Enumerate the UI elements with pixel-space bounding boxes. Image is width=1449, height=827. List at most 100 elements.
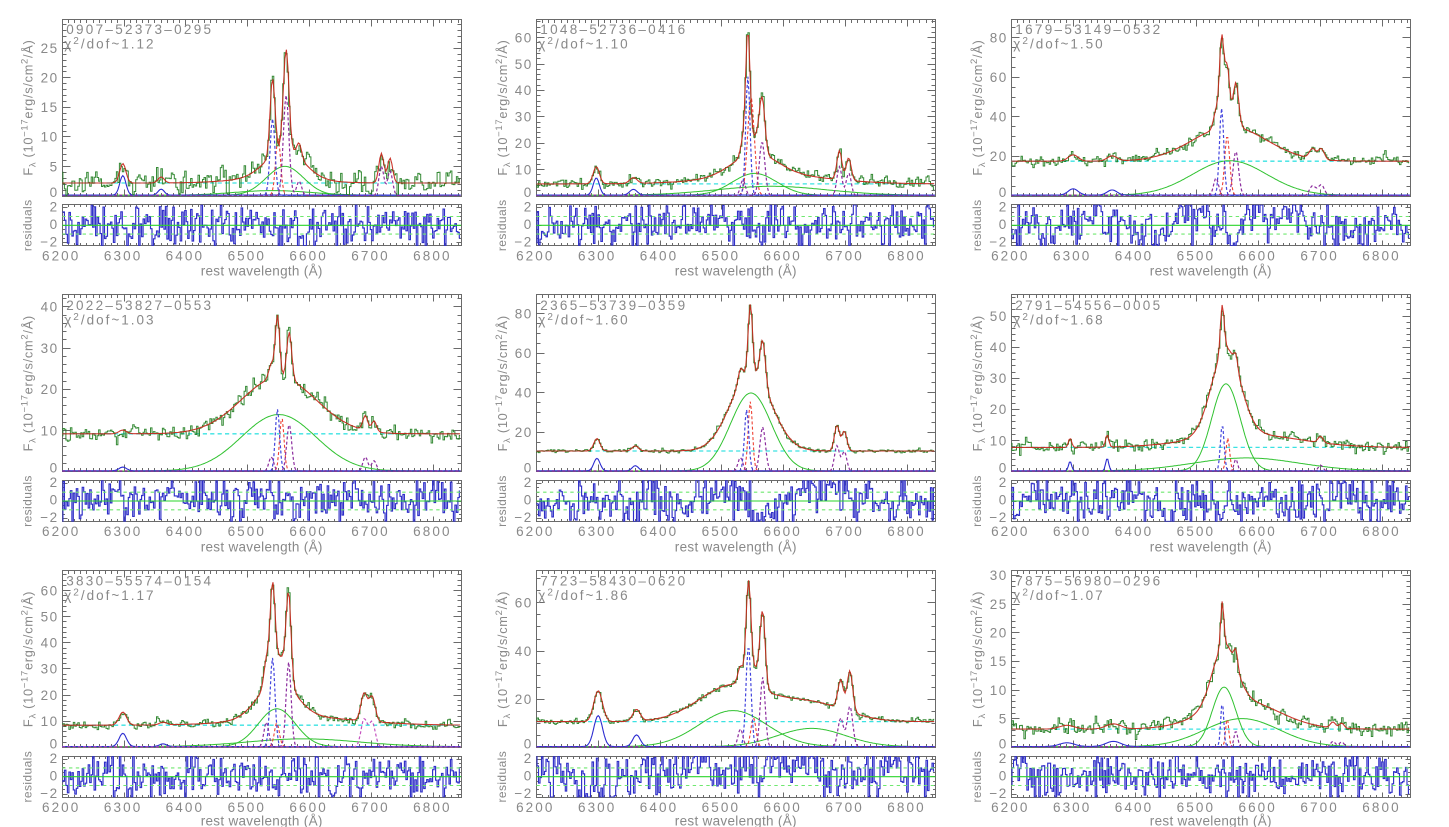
svg-text:10: 10 (41, 423, 59, 438)
svg-text:20: 20 (41, 688, 59, 703)
svg-text:residuals: residuals (495, 199, 509, 251)
svg-text:6300: 6300 (1053, 800, 1091, 815)
svg-text:6200: 6200 (516, 800, 554, 815)
svg-text:2: 2 (50, 475, 59, 490)
svg-text:2: 2 (524, 475, 533, 490)
svg-text:−2: −2 (40, 234, 58, 249)
svg-text:6500: 6500 (228, 249, 266, 264)
svg-text:30: 30 (990, 568, 1008, 583)
svg-text:0: 0 (524, 217, 533, 232)
svg-text:0907–52373–0295: 0907–52373–0295 (66, 22, 213, 37)
svg-text:25: 25 (41, 41, 59, 56)
svg-text:Fλ (10−17erg/s/cm2/Å): Fλ (10−17erg/s/cm2/Å) (494, 591, 513, 727)
svg-text:6300: 6300 (1053, 249, 1091, 264)
svg-text:2365–53739–0359: 2365–53739–0359 (540, 298, 687, 313)
svg-text:6500: 6500 (1177, 800, 1215, 815)
svg-text:2: 2 (524, 751, 533, 766)
svg-text:χ2/dof~1.50: χ2/dof~1.50 (1013, 36, 1104, 52)
svg-text:0: 0 (50, 461, 59, 476)
svg-text:7875–56980–0296: 7875–56980–0296 (1015, 574, 1162, 589)
svg-text:6300: 6300 (1053, 524, 1091, 539)
svg-text:0: 0 (50, 768, 59, 783)
svg-text:2022–53827–0553: 2022–53827–0553 (66, 298, 213, 313)
svg-text:rest wavelength (Å): rest wavelength (Å) (1150, 814, 1272, 827)
svg-text:χ2/dof~1.68: χ2/dof~1.68 (1013, 312, 1104, 328)
svg-text:residuals: residuals (21, 199, 35, 251)
svg-text:6500: 6500 (228, 524, 266, 539)
svg-text:χ2/dof~1.10: χ2/dof~1.10 (538, 36, 629, 52)
svg-text:6800: 6800 (1362, 800, 1400, 815)
svg-text:40: 40 (515, 83, 533, 98)
svg-text:6700: 6700 (351, 800, 389, 815)
svg-text:rest wavelength (Å): rest wavelength (Å) (201, 814, 323, 827)
svg-text:10: 10 (41, 130, 59, 145)
svg-text:60: 60 (515, 31, 533, 46)
svg-text:80: 80 (515, 307, 533, 322)
svg-text:6700: 6700 (351, 524, 389, 539)
svg-text:6400: 6400 (640, 249, 678, 264)
svg-text:6400: 6400 (1115, 800, 1153, 815)
svg-text:3830–55574–0154: 3830–55574–0154 (66, 574, 213, 589)
svg-text:6300: 6300 (578, 249, 616, 264)
svg-text:6200: 6200 (516, 249, 554, 264)
svg-text:40: 40 (41, 636, 59, 651)
svg-text:6300: 6300 (104, 524, 142, 539)
svg-text:40: 40 (515, 644, 533, 659)
svg-text:6200: 6200 (991, 800, 1029, 815)
svg-text:6600: 6600 (289, 800, 327, 815)
svg-text:30: 30 (990, 371, 1008, 386)
svg-text:2: 2 (999, 199, 1008, 214)
svg-text:residuals: residuals (970, 475, 984, 527)
svg-text:residuals: residuals (970, 751, 984, 803)
svg-text:10: 10 (990, 433, 1008, 448)
svg-text:10: 10 (41, 714, 59, 729)
svg-text:χ2/dof~1.07: χ2/dof~1.07 (1013, 588, 1104, 604)
svg-text:residuals: residuals (21, 751, 35, 803)
svg-text:20: 20 (41, 71, 59, 86)
svg-text:6200: 6200 (991, 524, 1029, 539)
svg-text:50: 50 (990, 309, 1008, 324)
svg-text:1048–52736–0416: 1048–52736–0416 (540, 22, 687, 37)
svg-text:6800: 6800 (887, 249, 925, 264)
svg-text:0: 0 (999, 217, 1008, 232)
svg-text:2: 2 (999, 475, 1008, 490)
svg-text:rest wavelength (Å): rest wavelength (Å) (675, 264, 797, 279)
svg-text:6600: 6600 (289, 524, 327, 539)
svg-text:Fλ (10−17erg/s/cm2/Å): Fλ (10−17erg/s/cm2/Å) (20, 315, 39, 451)
svg-text:6700: 6700 (825, 249, 863, 264)
svg-text:6500: 6500 (1177, 249, 1215, 264)
svg-text:0: 0 (524, 493, 533, 508)
svg-text:6400: 6400 (166, 524, 204, 539)
svg-text:2: 2 (999, 751, 1008, 766)
svg-text:−2: −2 (40, 786, 58, 801)
svg-text:Fλ (10−17erg/s/cm2/Å): Fλ (10−17erg/s/cm2/Å) (969, 40, 988, 176)
svg-text:2: 2 (50, 199, 59, 214)
svg-text:60: 60 (41, 583, 59, 598)
svg-text:Fλ (10−17erg/s/cm2/Å): Fλ (10−17erg/s/cm2/Å) (969, 315, 988, 451)
svg-text:2791–54556–0005: 2791–54556–0005 (1015, 298, 1162, 313)
svg-text:6500: 6500 (702, 249, 740, 264)
svg-text:6800: 6800 (1362, 249, 1400, 264)
svg-text:6600: 6600 (289, 249, 327, 264)
svg-text:6600: 6600 (763, 800, 801, 815)
svg-text:0: 0 (524, 736, 533, 751)
svg-text:6700: 6700 (825, 524, 863, 539)
svg-text:0: 0 (524, 185, 533, 200)
svg-text:6600: 6600 (1238, 524, 1276, 539)
svg-text:20: 20 (990, 402, 1008, 417)
svg-text:6600: 6600 (1238, 249, 1276, 264)
svg-text:6600: 6600 (1238, 800, 1276, 815)
svg-text:6800: 6800 (1362, 524, 1400, 539)
svg-text:30: 30 (515, 110, 533, 125)
svg-text:6800: 6800 (413, 249, 451, 264)
svg-text:20: 20 (41, 382, 59, 397)
svg-text:20: 20 (990, 149, 1008, 164)
svg-text:0: 0 (524, 461, 533, 476)
svg-text:6700: 6700 (351, 249, 389, 264)
svg-text:20: 20 (515, 425, 533, 440)
svg-text:20: 20 (515, 692, 533, 707)
svg-text:−2: −2 (989, 234, 1007, 249)
svg-text:6800: 6800 (887, 800, 925, 815)
svg-text:6500: 6500 (1177, 524, 1215, 539)
svg-text:6400: 6400 (166, 800, 204, 815)
